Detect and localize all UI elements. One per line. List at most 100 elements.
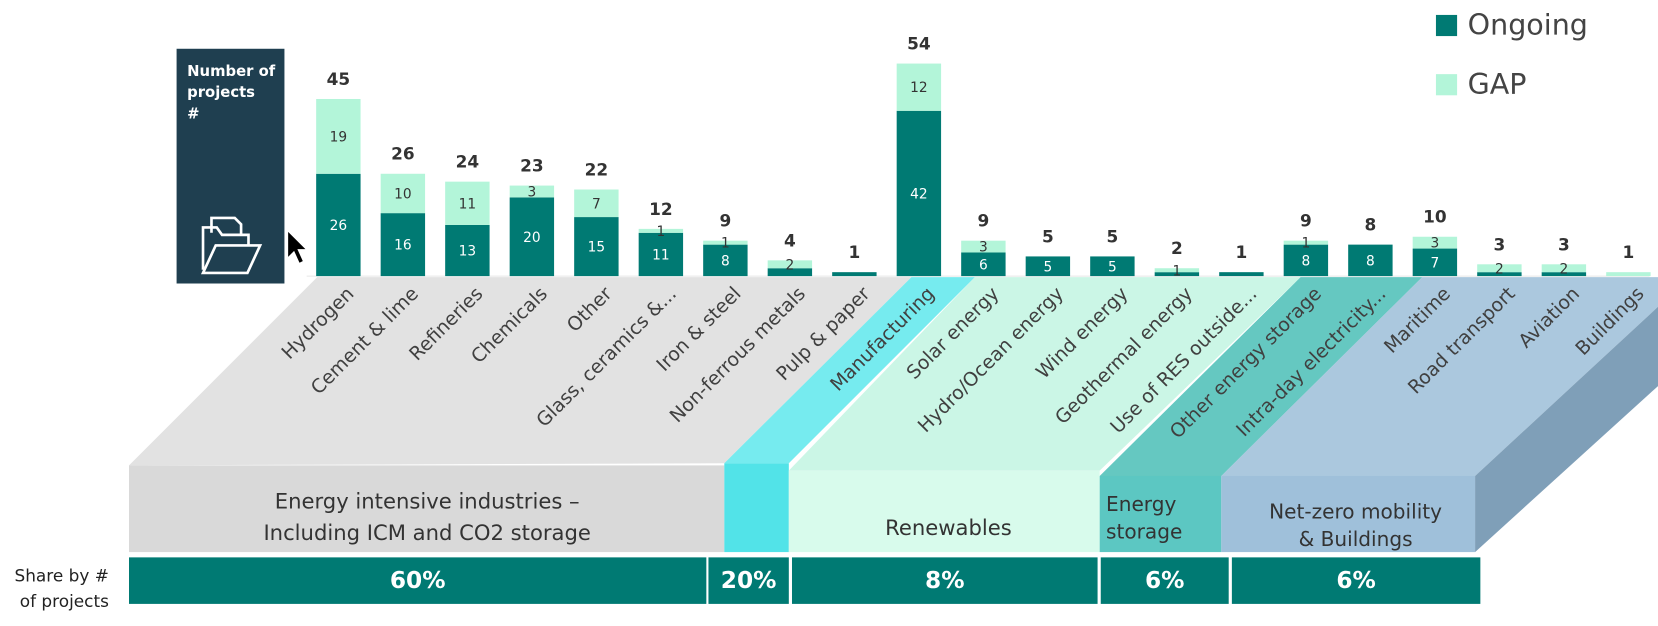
bar-segment [638,228,684,233]
bar-segment [1541,264,1587,273]
y-axis-label: projects [187,84,255,101]
total-label: 26 [391,144,415,164]
legend-label: Ongoing [1468,9,1588,42]
total-label: 10 [1423,207,1447,227]
bar-segment [767,260,813,269]
bar-segment [703,244,748,277]
bar-segment [1219,272,1264,277]
total-label: 3 [1494,234,1506,254]
panel-top [1221,277,1658,476]
legend-label: GAP [1468,68,1527,101]
bar-segment [1283,244,1329,277]
group-label: Net-zero mobility [1269,499,1442,523]
panel-top [1099,277,1423,476]
segment-label: 3 [979,240,988,256]
segment-label: 2 [1495,261,1504,277]
bar-segment [1283,240,1329,245]
bar-segment [896,63,942,111]
bar-segment [380,213,426,277]
bar-segment [509,185,555,198]
segment-label: 20 [523,230,540,246]
folder-icon [200,216,263,275]
bar-segment [1154,272,1200,277]
total-label: 8 [1365,215,1377,235]
share-label: 8% [925,567,964,594]
bar-segment [1412,248,1458,277]
segment-label: 8 [721,253,730,269]
panel-front [1221,475,1476,553]
segment-label: 19 [330,129,347,145]
panel-front [788,470,1100,553]
cursor [287,229,308,265]
segment-label: 26 [330,218,347,234]
share-segment [1231,557,1481,604]
bar-segment [509,197,555,277]
panel-front [724,463,789,553]
total-label: 23 [520,156,544,176]
total-label: 54 [907,34,931,54]
bar-segment [638,232,684,277]
share-segment [1100,557,1229,604]
segment-label: 8 [1366,253,1375,269]
share-title: of projects [20,591,109,611]
bar-segment [1348,244,1393,277]
panel-top [724,277,975,464]
bar-segment [1090,256,1135,277]
group-label: storage [1106,520,1182,544]
total-label: 5 [1106,226,1118,246]
bar-segment [896,110,942,277]
bar-segment [1412,236,1458,249]
panel-front [1099,475,1222,553]
bar-segment [703,240,748,245]
segment-label: 5 [1044,259,1053,275]
bar-segment [1477,264,1522,273]
total-label: 9 [977,211,989,231]
share-segment [708,557,789,604]
segment-label: 7 [1431,255,1440,271]
share-segment [791,557,1098,604]
group-label: Energy [1106,492,1176,516]
segment-label: 7 [592,196,601,212]
segment-label: 1 [1173,263,1182,279]
bar-segment [316,173,361,277]
total-label: 1 [848,242,860,262]
segment-label: 5 [1108,259,1117,275]
bar-segment [767,268,813,277]
share-title: Share by # [14,565,108,585]
segment-label: 13 [459,244,476,260]
segment-label: 16 [394,238,411,254]
total-label: 4 [784,230,796,250]
share-label: 60% [390,567,446,594]
panel-side [1475,306,1658,553]
segment-label: 42 [910,187,927,203]
total-label: 2 [1171,238,1183,258]
segment-label: 12 [910,80,927,96]
segment-label: 8 [1302,253,1311,269]
total-label: 22 [585,159,609,179]
segment-label: 2 [1560,261,1569,277]
total-label: 9 [1300,211,1312,231]
bar-segment [1477,272,1522,277]
bar-segment [1154,268,1200,273]
share-label: 20% [721,567,777,594]
total-label: 5 [1042,226,1054,246]
group-label: Renewables [885,515,1012,540]
segment-label: 1 [1302,236,1311,252]
panel-top [788,277,1301,471]
bar-segment [445,224,490,277]
bar-segment [1606,272,1651,277]
total-label: 9 [719,211,731,231]
share-segment [129,557,707,604]
share-label: 6% [1145,567,1184,594]
total-label: 12 [649,199,673,219]
bar-segment [1025,256,1071,277]
share-label: 6% [1336,567,1375,594]
segment-label: 1 [721,236,730,252]
group-label: Including ICM and CO2 storage [263,520,590,545]
bar-segment [316,98,361,174]
y-axis-label: Number of [187,63,276,80]
segment-label: 3 [1431,236,1440,252]
bar-segment [961,252,1006,277]
bar-segment [832,272,877,277]
